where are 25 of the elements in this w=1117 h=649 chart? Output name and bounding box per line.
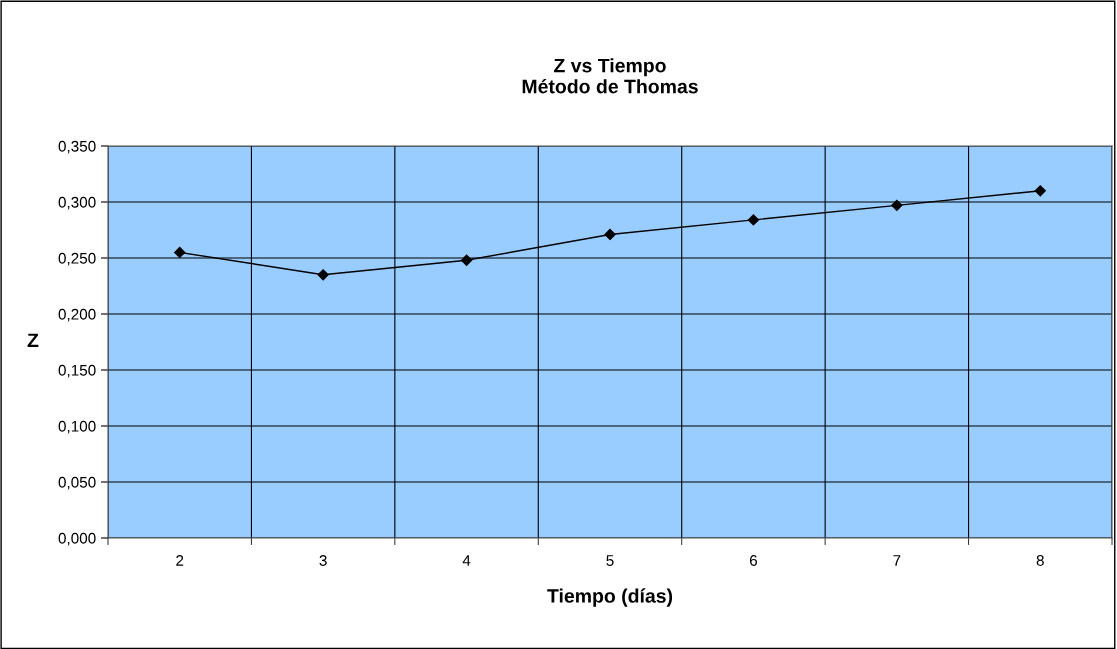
point (891, 199, 903, 211)
point (317, 269, 329, 281)
point (604, 228, 616, 241)
y-tick-label: 0,200 (58, 308, 96, 322)
point (460, 254, 473, 266)
chart-title: Z vs Tiempo Método de Thomas (522, 58, 698, 94)
y-tick-label: 0,000 (58, 532, 96, 546)
y-tick-label: 0,050 (58, 476, 96, 490)
point (174, 246, 186, 259)
x-tick-label: 7 (893, 555, 901, 566)
y-tick-label: 0,350 (58, 140, 96, 154)
x-tick-label: 4 (462, 555, 471, 566)
y-axis-title: Z (27, 333, 39, 348)
point (747, 214, 760, 226)
y-tick-label: 0,150 (58, 364, 96, 378)
x-axis-title: Tiempo (días) (547, 588, 673, 607)
x-tick-label: 6 (749, 555, 758, 566)
x-tick-label: 8 (1036, 555, 1044, 566)
y-tick-label: 0,300 (58, 196, 96, 210)
y-tick-label: 0,250 (58, 252, 96, 266)
x-tick-label: 2 (176, 555, 184, 566)
x-tick-label: 5 (606, 555, 614, 566)
y-tick-label: 0,100 (58, 420, 96, 434)
point (1034, 185, 1046, 197)
x-tick-label: 3 (319, 555, 327, 566)
